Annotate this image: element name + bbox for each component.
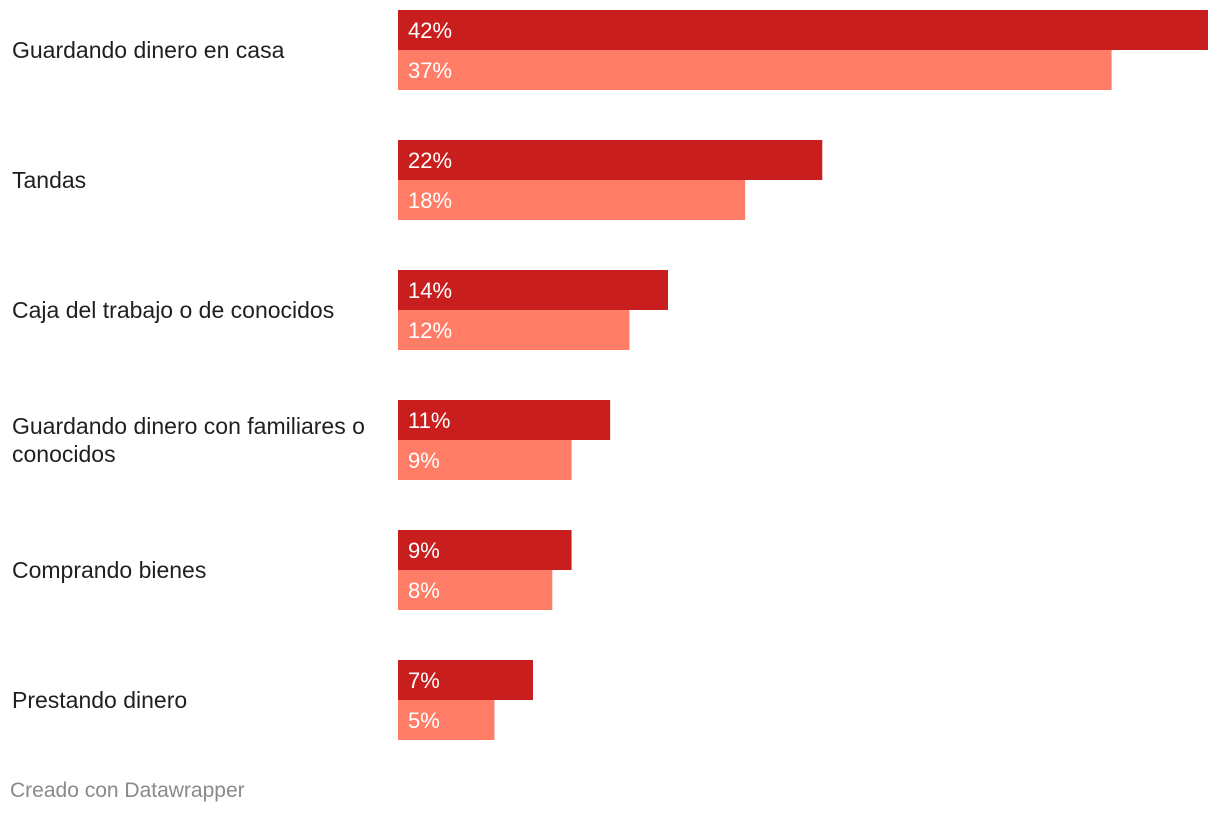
- value-label-guardando-dinero-en-casa-series-2: 37%: [408, 58, 452, 83]
- value-label-guardando-dinero-en-casa-series-1: 42%: [408, 18, 452, 43]
- bar-guardando-dinero-con-familiares-o-conocidos-series-2: [398, 440, 572, 480]
- value-label-caja-del-trabajo-o-de-conocidos-series-2: 12%: [408, 318, 452, 343]
- value-label-comprando-bienes-series-1: 9%: [408, 538, 440, 563]
- category-label-guardando-dinero-con-familiares-o-conocidos: Guardando dinero con familiares o conocid…: [12, 413, 365, 467]
- datawrapper-credit[interactable]: Creado con Datawrapper: [10, 779, 245, 802]
- bar-caja-del-trabajo-o-de-conocidos-series-1: [398, 270, 668, 310]
- category-label-caja-del-trabajo-o-de-conocidos: Caja del trabajo o de conocidos: [12, 297, 334, 323]
- bar-guardando-dinero-en-casa-series-1: [398, 10, 1208, 50]
- value-label-caja-del-trabajo-o-de-conocidos-series-1: 14%: [408, 278, 452, 303]
- bar-comprando-bienes-series-2: [398, 570, 553, 610]
- bar-caja-del-trabajo-o-de-conocidos-series-2: [398, 310, 630, 350]
- value-label-prestando-dinero-series-1: 7%: [408, 668, 440, 693]
- bar-guardando-dinero-con-familiares-o-conocidos-series-1: [398, 400, 611, 440]
- bar-comprando-bienes-series-1: [398, 530, 572, 570]
- category-label-tandas: Tandas: [12, 167, 86, 193]
- bar-tandas-series-1: [398, 140, 823, 180]
- value-label-comprando-bienes-series-2: 8%: [408, 578, 440, 603]
- category-label-guardando-dinero-en-casa: Guardando dinero en casa: [12, 37, 285, 63]
- value-label-prestando-dinero-series-2: 5%: [408, 708, 440, 733]
- bar-prestando-dinero-series-1: [398, 660, 533, 700]
- value-label-tandas-series-2: 18%: [408, 188, 452, 213]
- bar-tandas-series-2: [398, 180, 746, 220]
- value-label-tandas-series-1: 22%: [408, 148, 452, 173]
- bar-prestando-dinero-series-2: [398, 700, 495, 740]
- category-label-prestando-dinero: Prestando dinero: [12, 687, 187, 713]
- bar-guardando-dinero-en-casa-series-2: [398, 50, 1112, 90]
- value-label-guardando-dinero-con-familiares-o-conocidos-series-2: 9%: [408, 448, 440, 473]
- category-label-comprando-bienes: Comprando bienes: [12, 557, 206, 583]
- value-label-guardando-dinero-con-familiares-o-conocidos-series-1: 11%: [408, 408, 450, 433]
